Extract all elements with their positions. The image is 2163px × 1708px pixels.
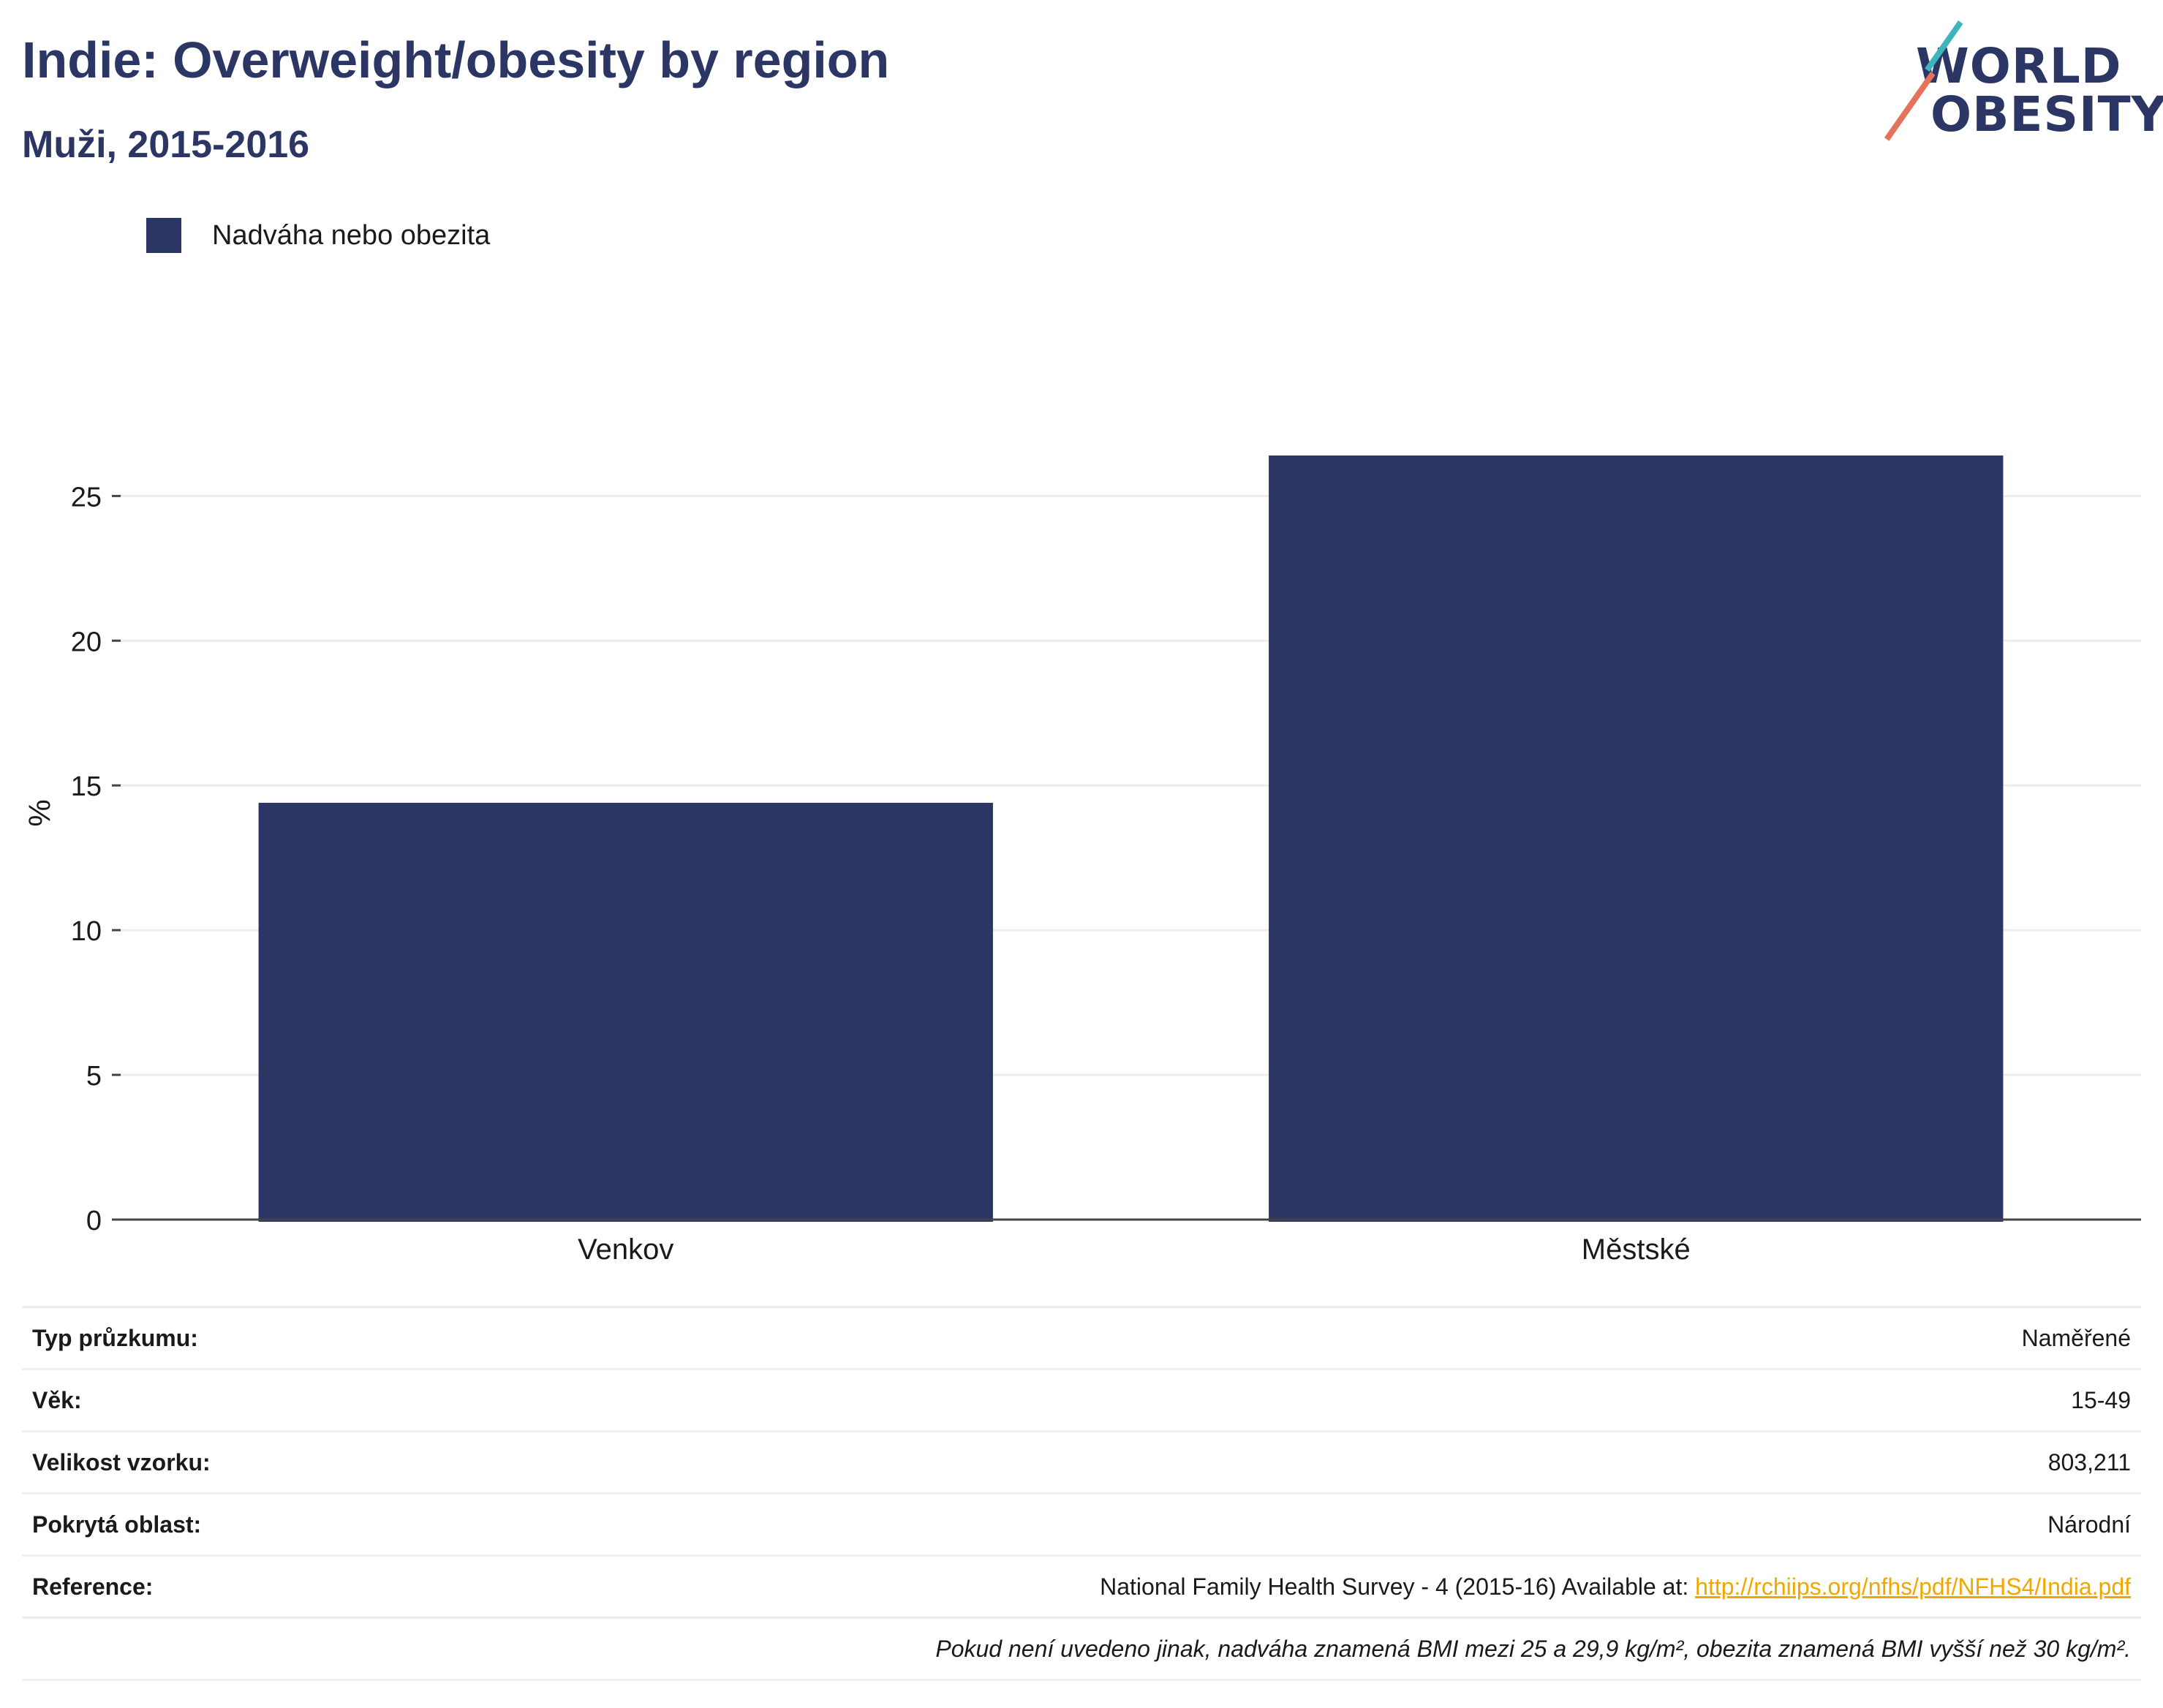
logo-word-world: WORLD — [1916, 38, 2122, 94]
info-row-age: Věk: 15-49 — [22, 1369, 2141, 1432]
x-tick-label: Městské — [1582, 1233, 1691, 1266]
y-tick-label: 10 — [71, 916, 102, 947]
y-tick-label: 5 — [86, 1061, 102, 1092]
y-tick-label: 20 — [71, 627, 102, 657]
world-obesity-logo: WORLD OBESITY — [1884, 20, 2163, 152]
survey-type-label: Typ průzkumu: — [22, 1306, 481, 1370]
sample-size-label: Velikost vzorku: — [22, 1431, 481, 1494]
logo-word-obesity: OBESITY — [1930, 86, 2163, 143]
reference-link[interactable]: http://rchiips.org/nfhs/pdf/NFHS4/India.… — [1695, 1573, 2131, 1600]
footnote: Pokud není uvedeno jinak, nadváha znamen… — [22, 1617, 2141, 1681]
survey-info-table: Typ průzkumu: Naměřené Věk: 15-49 Veliko… — [22, 1306, 2141, 1681]
y-axis-title: % — [22, 799, 57, 827]
info-row-reference: Reference: National Family Health Survey… — [22, 1555, 2141, 1619]
legend-label: Nadváha nebo obezita — [212, 219, 491, 251]
reference-text: National Family Health Survey - 4 (2015-… — [1100, 1573, 1696, 1600]
info-row-sample-size: Velikost vzorku: 803,211 — [22, 1431, 2141, 1494]
survey-type-value: Naměřené — [481, 1306, 2141, 1370]
chart-title: Indie: Overweight/obesity by region — [22, 31, 890, 88]
age-value: 15-49 — [481, 1369, 2141, 1432]
bar-chart: 0 5 10 15 20 25 Venkov Městské — [71, 455, 2141, 1266]
coverage-value: Národní — [481, 1493, 2141, 1557]
info-row-footnote: Pokud není uvedeno jinak, nadváha znamen… — [22, 1617, 2141, 1681]
chart-subtitle: Muži, 2015-2016 — [22, 124, 310, 166]
info-row-survey-type: Typ průzkumu: Naměřené — [22, 1306, 2141, 1370]
x-tick-labels: Venkov Městské — [578, 1233, 1691, 1266]
x-tick-label: Venkov — [578, 1233, 673, 1266]
reference-value: National Family Health Survey - 4 (2015-… — [481, 1555, 2141, 1619]
legend-swatch — [146, 218, 181, 253]
y-tick-label: 15 — [71, 771, 102, 802]
y-tick-labels: 0 5 10 15 20 25 — [71, 482, 102, 1236]
info-row-coverage: Pokrytá oblast: Národní — [22, 1493, 2141, 1557]
sample-size-value: 803,211 — [481, 1431, 2141, 1494]
bar-městské[interactable] — [1269, 455, 2004, 1223]
age-label: Věk: — [22, 1369, 481, 1432]
y-tick-label: 0 — [86, 1206, 102, 1236]
y-tick-label: 25 — [71, 482, 102, 513]
legend[interactable]: Nadváha nebo obezita — [146, 218, 490, 253]
reference-label: Reference: — [22, 1555, 481, 1619]
bars — [258, 455, 2004, 1223]
bar-venkov[interactable] — [258, 802, 993, 1222]
coverage-label: Pokrytá oblast: — [22, 1493, 481, 1557]
